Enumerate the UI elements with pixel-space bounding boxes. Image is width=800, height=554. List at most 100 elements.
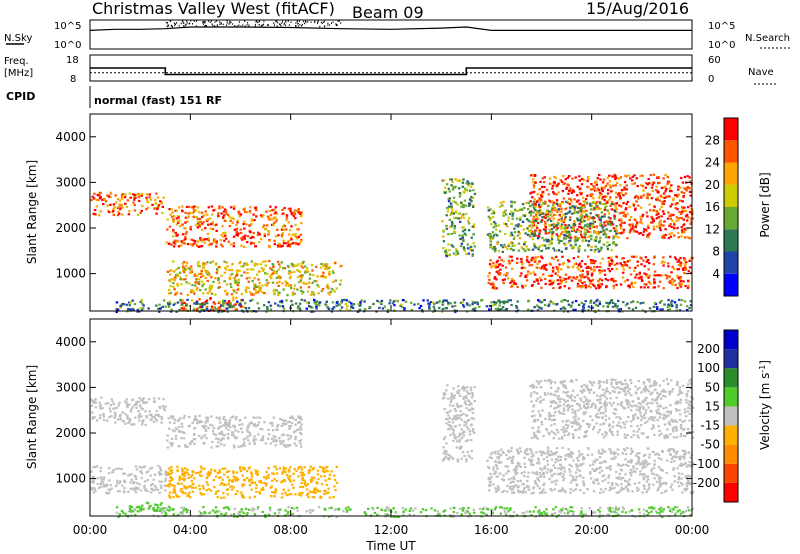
scatter-cell — [180, 240, 183, 243]
scatter-cell — [667, 309, 670, 312]
scatter-cell — [544, 238, 548, 241]
scatter-cell — [254, 289, 257, 292]
scatter-cell — [410, 308, 414, 311]
scatter-cell — [615, 202, 618, 205]
scatter-cell — [598, 202, 602, 205]
scatter-cell — [465, 460, 468, 463]
scatter-cell — [298, 428, 301, 431]
scatter-cell — [671, 304, 674, 307]
scatter-cell — [511, 214, 514, 217]
scatter-cell — [92, 481, 95, 484]
scatter-cell — [605, 285, 608, 288]
scatter-cell — [112, 207, 115, 211]
scatter-cell — [639, 206, 643, 209]
scatter-cell — [678, 298, 681, 301]
scatter-cell — [279, 440, 282, 443]
scatter-cell — [689, 194, 692, 197]
scatter-cell — [536, 255, 540, 258]
nsky-point — [279, 23, 281, 26]
scatter-cell — [683, 300, 687, 303]
scatter-cell — [589, 282, 592, 285]
scatter-cell — [215, 445, 218, 448]
scatter-cell — [531, 256, 534, 259]
nsky-point — [295, 25, 297, 27]
scatter-cell — [515, 305, 518, 308]
scatter-cell — [676, 286, 679, 290]
scatter-cell — [241, 485, 244, 488]
scatter-cell — [215, 229, 218, 232]
scatter-cell — [346, 305, 349, 308]
scatter-cell — [500, 448, 503, 451]
scatter-cell — [489, 238, 492, 241]
scatter-cell — [647, 276, 650, 279]
scatter-cell — [176, 465, 179, 468]
scatter-cell — [542, 273, 545, 276]
scatter-cell — [638, 271, 641, 274]
scatter-cell — [576, 219, 580, 222]
scatter-cell — [609, 278, 613, 281]
nsky-point — [172, 25, 173, 28]
scatter-cell — [528, 234, 531, 237]
scatter-cell — [586, 225, 589, 228]
scatter-cell — [198, 434, 201, 437]
scatter-cell — [687, 284, 690, 287]
scatter-cell — [420, 309, 424, 312]
scatter-cell — [455, 440, 459, 443]
scatter-cell — [140, 194, 143, 197]
scatter-cell — [203, 238, 206, 241]
nsky-point — [222, 23, 224, 26]
scatter-cell — [589, 279, 593, 282]
scatter-cell — [246, 271, 249, 275]
scatter-cell — [235, 476, 238, 479]
scatter-cell — [557, 270, 560, 273]
scatter-cell — [122, 420, 125, 423]
scatter-cell — [587, 215, 591, 218]
scatter-cell — [169, 442, 172, 445]
scatter-cell — [566, 201, 570, 204]
scatter-cell — [577, 206, 580, 209]
scatter-cell — [595, 208, 598, 211]
scatter-cell — [567, 455, 570, 458]
scatter-cell — [584, 198, 588, 201]
scatter-cell — [323, 493, 326, 496]
scatter-cell — [552, 247, 555, 250]
scatter-cell — [683, 227, 686, 230]
scatter-cell — [493, 287, 496, 290]
scatter-cell — [205, 238, 208, 241]
scatter-cell — [660, 299, 663, 302]
scatter-cell — [223, 219, 226, 222]
scatter-cell — [627, 174, 630, 177]
scatter-cell — [300, 289, 303, 292]
scatter-cell — [498, 300, 501, 303]
scatter-cell — [137, 505, 140, 508]
scatter-cell — [297, 475, 300, 478]
scatter-cell — [150, 487, 154, 490]
scatter-cell — [160, 202, 163, 205]
scatter-cell — [466, 420, 469, 423]
scatter-cell — [299, 425, 302, 429]
scatter-cell — [506, 247, 509, 251]
scatter-cell — [145, 208, 148, 211]
scatter-cell — [93, 212, 96, 216]
scatter-cell — [450, 184, 453, 187]
scatter-cell — [611, 301, 615, 304]
scatter-cell — [510, 303, 513, 307]
scatter-cell — [628, 218, 631, 222]
nsky-point — [256, 20, 258, 22]
scatter-cell — [464, 395, 468, 398]
scatter-cell — [183, 477, 187, 480]
scatter-cell — [677, 236, 680, 239]
scatter-cell — [170, 208, 173, 211]
scatter-cell — [262, 268, 265, 271]
scatter-cell — [432, 301, 435, 304]
scatter-cell — [99, 482, 103, 486]
scatter-cell — [563, 237, 566, 240]
scatter-cell — [449, 396, 453, 399]
scatter-cell — [452, 212, 456, 215]
scatter-cell — [550, 215, 554, 218]
scatter-cell — [496, 242, 499, 245]
scatter-cell — [288, 233, 291, 236]
scatter-cell — [565, 186, 569, 189]
scatter-cell — [552, 268, 555, 272]
scatter-cell — [184, 232, 187, 235]
